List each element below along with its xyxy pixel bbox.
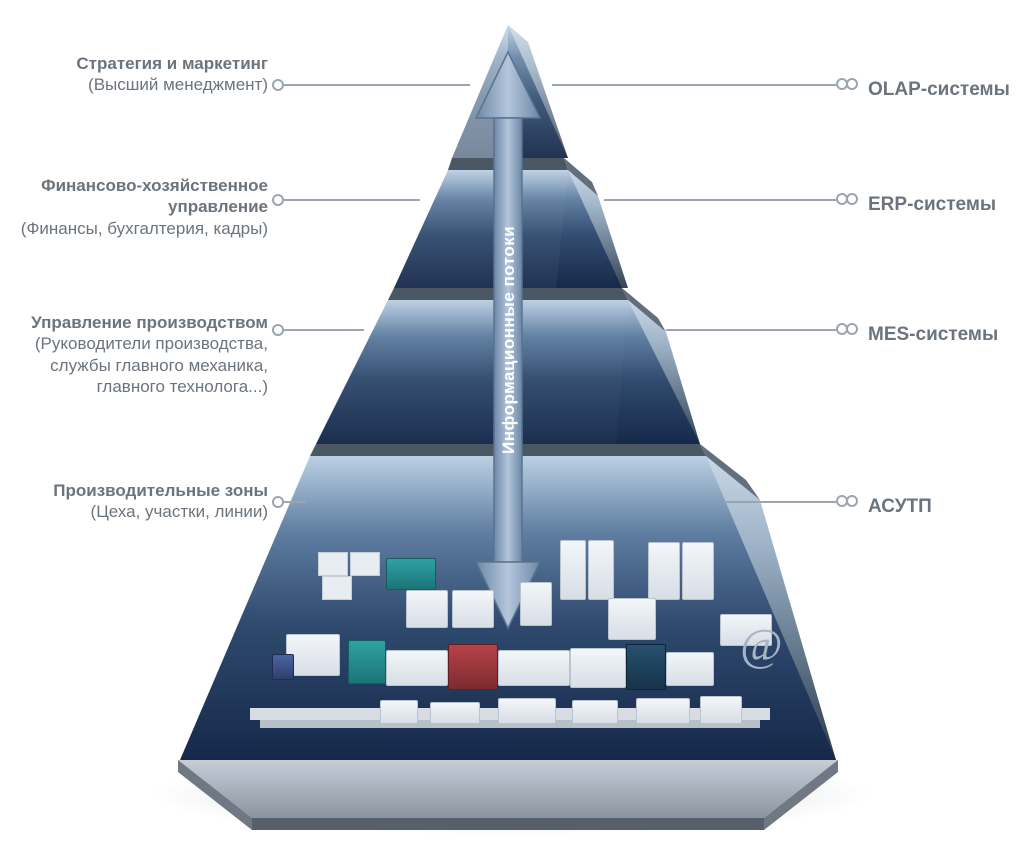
left-label-4-title: Производительные зоны <box>10 480 268 501</box>
line-seg-6 <box>666 652 714 686</box>
arrow-label: Информационные потоки <box>499 155 519 525</box>
conn-r4 <box>724 501 836 503</box>
front-ws-3 <box>498 698 556 724</box>
conn-r1 <box>552 84 836 86</box>
bullet-l3 <box>272 324 284 336</box>
conn-r2 <box>604 199 836 201</box>
conn-l4 <box>284 501 306 503</box>
bullet-l1 <box>272 79 284 91</box>
left-label-1-title: Стратегия и маркетинг <box>10 53 268 74</box>
bullet-l2 <box>272 194 284 206</box>
truck-cab <box>272 654 294 680</box>
front-ws-6 <box>700 696 742 724</box>
left-label-2-title-1: Финансово-хозяйственное <box>10 175 268 196</box>
workstation-2 <box>452 590 494 628</box>
equip-rack-2 <box>588 540 614 600</box>
right-label-4: АСУТП <box>868 495 932 519</box>
equip-rack-3 <box>648 542 680 600</box>
right-label-3: MES-системы <box>868 323 998 347</box>
equip-teal-1 <box>386 558 436 590</box>
front-ws-1 <box>380 700 418 724</box>
bullet-r4 <box>838 497 854 505</box>
left-label-2-sub: (Финансы, бухгалтерия, кадры) <box>10 218 268 239</box>
front-ws-4 <box>572 700 618 724</box>
front-ws-2 <box>430 702 480 724</box>
front-ws-5 <box>636 698 690 724</box>
cabinet-1 <box>608 598 656 640</box>
line-seg-3 <box>498 650 570 686</box>
conn-r3 <box>666 329 836 331</box>
left-label-3-sub-2: службы главного механика, <box>10 355 268 376</box>
left-label-2-title-2: управление <box>10 196 268 217</box>
bullet-l4 <box>272 496 284 508</box>
workstation-1 <box>406 590 448 628</box>
left-label-4-sub: (Цеха, участки, линии) <box>10 501 268 522</box>
pallet-3 <box>322 576 352 600</box>
at-symbol: @ <box>740 618 782 671</box>
line-seg-1 <box>386 650 448 686</box>
workstation-3 <box>520 582 552 626</box>
right-label-2: ERP-системы <box>868 193 996 217</box>
pallet-2 <box>350 552 380 576</box>
right-label-1: OLAP-системы <box>868 78 1010 102</box>
line-seg-2 <box>448 644 498 690</box>
conn-l3 <box>284 329 364 331</box>
conn-l2 <box>284 199 420 201</box>
left-label-3-sub-1: (Руководители производства, <box>10 333 268 354</box>
line-start <box>348 640 386 684</box>
left-label-3: Управление производством (Руководители п… <box>10 312 268 397</box>
equip-rack-1 <box>560 540 586 600</box>
bullet-r1 <box>838 80 854 88</box>
left-label-1-sub: (Высший менеджмент) <box>10 74 268 95</box>
left-label-3-title: Управление производством <box>10 312 268 333</box>
left-label-2: Финансово-хозяйственное управление (Фина… <box>10 175 268 239</box>
pallet-1 <box>318 552 348 576</box>
line-seg-4 <box>570 648 626 688</box>
equip-rack-4 <box>682 542 714 600</box>
line-seg-5 <box>626 644 666 690</box>
bullet-r2 <box>838 195 854 203</box>
left-label-4: Производительные зоны (Цеха, участки, ли… <box>10 480 268 523</box>
truck-body <box>286 634 340 676</box>
conn-l1 <box>284 84 470 86</box>
left-label-1: Стратегия и маркетинг (Высший менеджмент… <box>10 53 268 96</box>
bullet-r3 <box>838 325 854 333</box>
left-label-3-sub-3: главного технолога...) <box>10 376 268 397</box>
